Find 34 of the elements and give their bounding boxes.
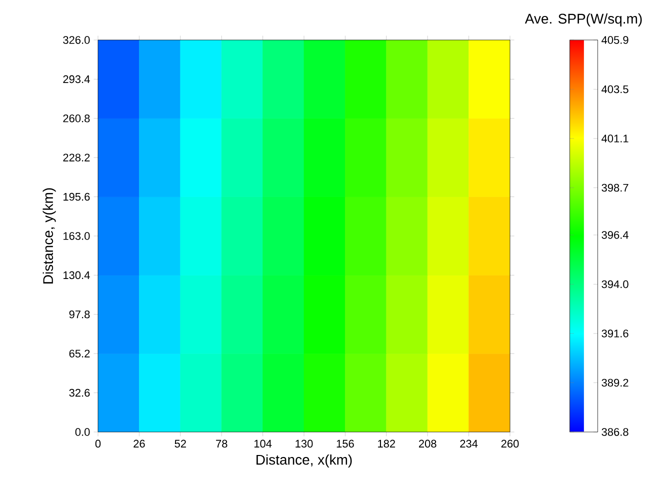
color-bar-title: Ave. SPP(W/sq.m) bbox=[524, 13, 642, 26]
y-tick-label: 260.8 bbox=[63, 114, 90, 122]
x-tick-label: 234 bbox=[460, 440, 478, 448]
color-bar-label: 394.0 bbox=[602, 280, 628, 288]
color-bar-label: 401.1 bbox=[602, 134, 628, 142]
y-tick-label: 163.0 bbox=[64, 232, 90, 240]
color-bar-label: 391.6 bbox=[602, 330, 628, 338]
x-tick-label: 0 bbox=[95, 440, 101, 448]
x-tick-label: 208 bbox=[418, 440, 436, 448]
y-tick-label: 130.4 bbox=[64, 271, 90, 280]
color-bar-label: 386.8 bbox=[602, 428, 628, 436]
y-axis-title: Distance, y(km) bbox=[42, 188, 56, 284]
x-tick-label: 52 bbox=[174, 440, 186, 448]
color-bar-label: 396.4 bbox=[602, 231, 628, 239]
x-tick-label: 182 bbox=[378, 440, 396, 448]
x-tick-label: 130 bbox=[296, 440, 313, 448]
y-tick-label: 32.6 bbox=[69, 388, 90, 397]
color-bar-label: 403.5 bbox=[602, 85, 628, 94]
x-tick-label: 26 bbox=[134, 440, 145, 448]
color-bar-label: 389.2 bbox=[602, 378, 628, 387]
y-tick-label: 326.0 bbox=[63, 36, 90, 44]
x-axis-title: Distance, x(km) bbox=[256, 454, 352, 468]
y-tick-label: 0.0 bbox=[75, 428, 90, 436]
y-tick-label: 65.2 bbox=[69, 350, 90, 358]
color-bar-label: 398.7 bbox=[602, 184, 628, 192]
y-tick-label: 228.2 bbox=[63, 154, 90, 162]
x-tick-label: 260 bbox=[501, 440, 519, 448]
y-tick-label: 97.8 bbox=[69, 310, 90, 318]
y-tick-label: 293.4 bbox=[63, 75, 90, 84]
color-bar-label: 405.9 bbox=[602, 36, 628, 44]
x-tick-label: 156 bbox=[336, 440, 354, 448]
x-tick-label: 78 bbox=[216, 440, 228, 448]
x-tick-label: 104 bbox=[254, 440, 272, 448]
y-tick-label: 195.6 bbox=[64, 192, 90, 201]
